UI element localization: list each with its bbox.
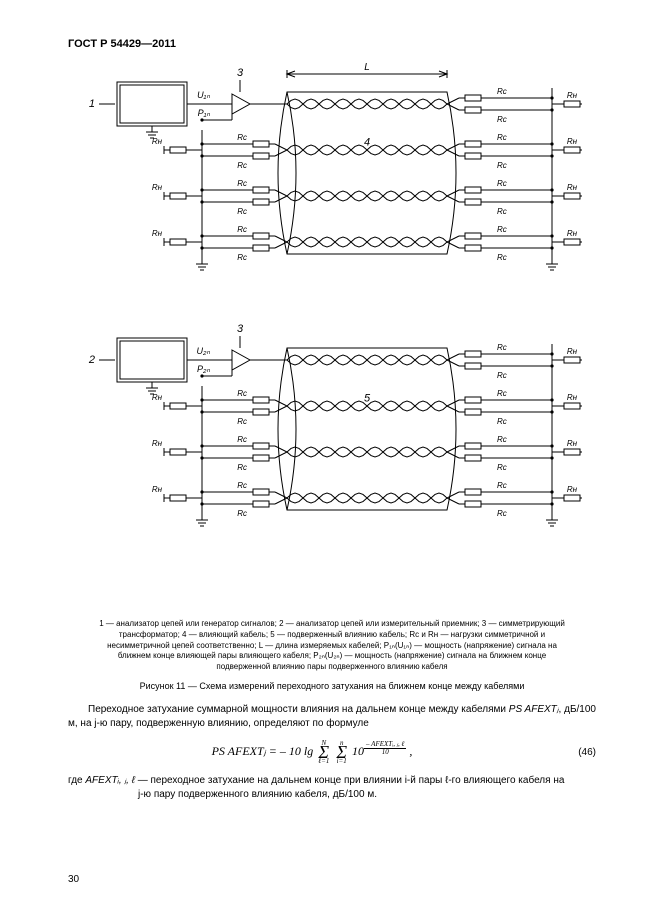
svg-text:Rс: Rс: [237, 161, 247, 170]
paragraph-psafext: Переходное затухание суммарной мощности …: [68, 703, 596, 731]
svg-text:P₂ₙ: P₂ₙ: [197, 364, 210, 374]
svg-text:Rн: Rн: [567, 347, 578, 356]
svg-text:U₁ₙ: U₁ₙ: [197, 90, 210, 100]
svg-text:4: 4: [364, 136, 370, 148]
svg-text:3: 3: [237, 67, 244, 79]
svg-text:1: 1: [89, 98, 95, 110]
svg-text:Rс: Rс: [237, 435, 247, 444]
where-var: AFEXTᵢ, ⱼ, ℓ: [85, 775, 135, 786]
where-text: — переходное затухание на дальнем конце …: [135, 775, 564, 786]
page: ГОСТ Р 54429—2011 4 Rс Rс Rн 1 3 U₁ₙ P₁ₙ Rс Rс Rн R…: [0, 0, 646, 913]
figure-svg: 4 Rс Rс Rн 1 3 U₁ₙ P₁ₙ Rс Rс Rн Rс Rс Rн Rс Rс Rн Rс Rс Rн R…: [82, 60, 582, 610]
exp-den: 10: [364, 749, 406, 756]
page-number: 30: [68, 874, 79, 885]
formula-46: PS AFEXTⱼ = – 10 lg N Σ ℓ=1 n Σ i=1 10– …: [68, 741, 596, 764]
svg-text:2: 2: [88, 354, 95, 366]
svg-text:Rс: Rс: [237, 463, 247, 472]
svg-text:Rс: Rс: [497, 87, 507, 96]
svg-text:Rс: Rс: [497, 389, 507, 398]
svg-text:Rс: Rс: [497, 343, 507, 352]
svg-text:U₂ₙ: U₂ₙ: [196, 346, 210, 356]
svg-text:Rн: Rн: [567, 137, 578, 146]
svg-text:Rн: Rн: [152, 183, 163, 192]
sum-outer: N Σ ℓ=1: [318, 741, 329, 763]
svg-text:Rс: Rс: [237, 133, 247, 142]
svg-text:Rн: Rн: [152, 439, 163, 448]
svg-text:Rс: Rс: [497, 463, 507, 472]
svg-text:Rс: Rс: [497, 417, 507, 426]
para-var: PS AFEXTⱼ: [509, 704, 559, 715]
svg-text:P₁ₙ: P₁ₙ: [198, 108, 211, 118]
svg-text:Rн: Rн: [567, 485, 578, 494]
svg-text:Rн: Rн: [567, 393, 578, 402]
svg-text:Rс: Rс: [497, 225, 507, 234]
svg-text:Rс: Rс: [497, 253, 507, 262]
sum-inner: n Σ i=1: [336, 741, 347, 763]
where-clause: где AFEXTᵢ, ⱼ, ℓ — переходное затухание …: [68, 774, 596, 802]
svg-text:Rн: Rн: [152, 393, 163, 402]
svg-text:Rс: Rс: [237, 481, 247, 490]
svg-text:Rс: Rс: [497, 179, 507, 188]
svg-text:Rс: Rс: [497, 115, 507, 124]
where-label: где: [68, 775, 85, 786]
sum-bot: ℓ=1: [318, 759, 329, 764]
svg-text:3: 3: [237, 323, 244, 335]
svg-text:Rн: Rн: [567, 229, 578, 238]
document-header: ГОСТ Р 54429—2011: [68, 38, 596, 50]
formula-ten: 10: [352, 744, 364, 758]
svg-text:Rс: Rс: [497, 161, 507, 170]
svg-text:Rс: Rс: [237, 417, 247, 426]
svg-text:5: 5: [364, 392, 371, 404]
where-text-2: j-ю пару подверженного влиянию кабеля, д…: [68, 789, 377, 800]
para-text: Переходное затухание суммарной мощности …: [88, 704, 509, 715]
figure-caption: 1 — анализатор цепей или генератор сигна…: [98, 619, 566, 673]
svg-text:Rс: Rс: [497, 509, 507, 518]
formula-lhs: PS AFEXTⱼ = – 10 lg: [212, 744, 314, 758]
svg-text:Rн: Rн: [152, 485, 163, 494]
svg-text:Rс: Rс: [237, 253, 247, 262]
formula-exponent: – AFEXTᵢ, ⱼ, ℓ10: [364, 744, 406, 752]
formula-body: PS AFEXTⱼ = – 10 lg N Σ ℓ=1 n Σ i=1 10– …: [68, 741, 556, 764]
svg-text:Rс: Rс: [497, 481, 507, 490]
svg-text:Rс: Rс: [497, 371, 507, 380]
svg-text:Rн: Rн: [567, 91, 578, 100]
svg-text:Rс: Rс: [497, 133, 507, 142]
svg-text:Rс: Rс: [237, 389, 247, 398]
svg-text:Rс: Rс: [237, 207, 247, 216]
svg-text:Rн: Rн: [567, 183, 578, 192]
figure-title: Рисунок 11 — Схема измерений переходного…: [68, 681, 596, 691]
svg-text:Rн: Rн: [152, 229, 163, 238]
svg-text:Rс: Rс: [497, 207, 507, 216]
sum-bot: i=1: [336, 759, 347, 764]
svg-text:Rс: Rс: [237, 225, 247, 234]
svg-text:Rс: Rс: [237, 509, 247, 518]
svg-text:L: L: [364, 62, 370, 73]
figure-11: 4 Rс Rс Rн 1 3 U₁ₙ P₁ₙ Rс Rс Rн Rс Rс Rн Rс Rс Rн Rс Rс Rн R…: [68, 60, 596, 691]
equation-number: (46): [556, 747, 596, 758]
svg-text:Rс: Rс: [497, 435, 507, 444]
svg-text:Rн: Rн: [567, 439, 578, 448]
svg-text:Rн: Rн: [152, 137, 163, 146]
svg-text:Rс: Rс: [237, 179, 247, 188]
